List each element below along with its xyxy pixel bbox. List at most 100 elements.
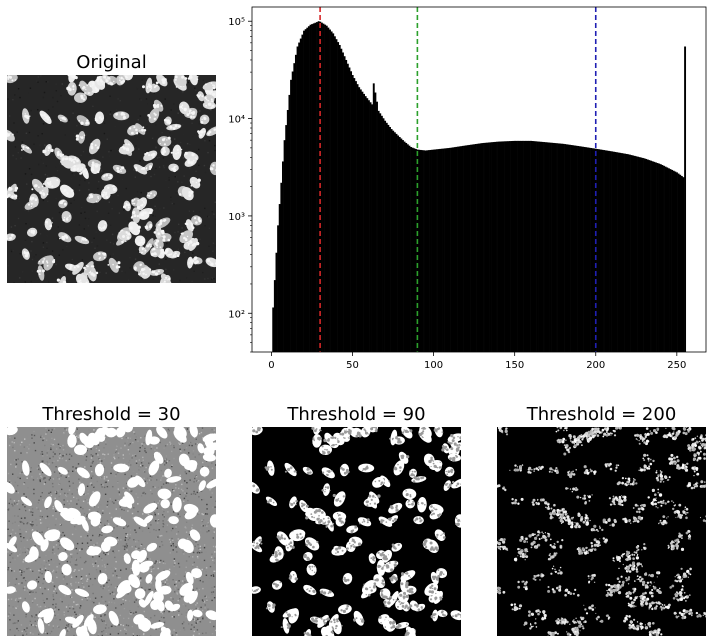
histogram-bar xyxy=(311,24,314,353)
nucleus xyxy=(203,446,215,457)
nucleus-speckle xyxy=(392,625,396,629)
noise-pixel xyxy=(9,554,11,556)
noise-pixel xyxy=(41,573,43,575)
noise-pixel xyxy=(127,525,130,527)
noise-pixel xyxy=(126,526,129,528)
nucleus-speckle xyxy=(446,448,449,451)
noise-pixel xyxy=(153,628,155,630)
nucleus-speckle xyxy=(450,434,454,438)
noise-pixel xyxy=(84,466,86,468)
noise-pixel xyxy=(202,618,204,620)
noise-pixel xyxy=(34,620,36,622)
noise-pixel xyxy=(19,570,21,573)
noise-pixel xyxy=(9,567,11,570)
nucleus xyxy=(77,483,86,496)
noise-pixel xyxy=(172,598,174,600)
nucleus xyxy=(138,563,150,573)
noise-pixel xyxy=(103,585,105,587)
nucleus-speckle xyxy=(94,86,98,90)
nucleus-speckle xyxy=(140,241,144,244)
nucleus-speckle xyxy=(320,511,324,514)
noise-pixel xyxy=(14,622,16,624)
noise-pixel xyxy=(215,545,216,548)
nucleus-speckle xyxy=(73,165,76,168)
noise-pixel xyxy=(77,436,79,438)
nucleus-speckle xyxy=(75,134,80,138)
noise-pixel xyxy=(97,565,99,568)
noise-pixel xyxy=(124,444,126,447)
histogram-bar xyxy=(458,146,461,352)
noise-pixel xyxy=(46,632,49,635)
nucleus-speckle xyxy=(181,232,184,235)
noise-pixel xyxy=(89,598,91,600)
noise-pixel xyxy=(132,454,134,457)
noise-pixel xyxy=(121,270,123,272)
noise-pixel xyxy=(194,493,197,495)
noise-pixel xyxy=(44,173,47,176)
noise-pixel xyxy=(32,624,34,626)
nucleus xyxy=(191,568,203,579)
noise-pixel xyxy=(113,454,115,456)
noise-pixel xyxy=(113,602,116,604)
noise-pixel xyxy=(26,539,28,541)
noise-pixel xyxy=(65,245,68,248)
histogram-bar xyxy=(512,140,515,352)
noise-pixel xyxy=(174,231,176,234)
noise-pixel xyxy=(160,469,163,472)
noise-pixel xyxy=(185,527,187,529)
nucleus-speckle xyxy=(96,119,98,122)
noise-pixel xyxy=(84,609,87,612)
noise-pixel xyxy=(76,503,78,505)
nucleus-speckle xyxy=(156,229,159,231)
noise-pixel xyxy=(115,508,117,510)
noise-pixel xyxy=(83,493,85,495)
noise-pixel xyxy=(67,555,70,557)
noise-pixel xyxy=(195,475,198,478)
noise-pixel xyxy=(94,543,97,546)
noise-pixel xyxy=(159,208,161,210)
noise-pixel xyxy=(156,493,159,495)
noise-pixel xyxy=(77,439,79,441)
noise-pixel xyxy=(88,509,91,511)
noise-pixel xyxy=(38,576,40,578)
nucleus-speckle xyxy=(48,116,51,119)
noise-pixel xyxy=(99,148,101,150)
nucleus-speckle xyxy=(149,208,153,211)
noise-pixel xyxy=(161,508,164,510)
noise-pixel xyxy=(214,257,216,259)
nucleus-speckle xyxy=(364,431,367,433)
histogram-bar xyxy=(445,148,448,352)
histogram-bar xyxy=(604,150,607,352)
noise-pixel xyxy=(165,168,168,170)
nucleus-speckle xyxy=(120,146,122,149)
noise-pixel xyxy=(129,537,131,539)
noise-pixel xyxy=(24,506,26,508)
noise-pixel xyxy=(43,565,46,567)
nucleus-speckle xyxy=(305,504,309,508)
noise-pixel xyxy=(201,599,204,601)
nucleus-speckle xyxy=(148,154,151,157)
nucleus-speckle xyxy=(163,137,166,140)
noise-pixel xyxy=(142,456,144,459)
histogram-bar xyxy=(568,144,571,352)
histogram-bar xyxy=(330,31,333,353)
noise-pixel xyxy=(16,131,18,133)
noise-pixel xyxy=(31,434,33,436)
noise-pixel xyxy=(39,605,42,608)
noise-pixel xyxy=(70,584,73,587)
nucleus-speckle xyxy=(174,124,178,128)
nucleus-speckle xyxy=(189,259,193,263)
nucleus-speckle xyxy=(77,167,80,169)
noise-pixel xyxy=(160,477,163,479)
nucleus xyxy=(160,273,171,283)
nucleus-speckle xyxy=(451,457,454,459)
histogram-bar xyxy=(303,30,305,352)
noise-pixel xyxy=(183,621,185,623)
nucleus-speckle xyxy=(144,225,149,230)
noise-pixel xyxy=(64,519,66,521)
nucleus-speckle xyxy=(196,94,199,97)
noise-pixel xyxy=(124,442,126,444)
noise-pixel xyxy=(9,629,11,631)
nucleus xyxy=(148,108,160,124)
nucleus xyxy=(72,261,84,275)
